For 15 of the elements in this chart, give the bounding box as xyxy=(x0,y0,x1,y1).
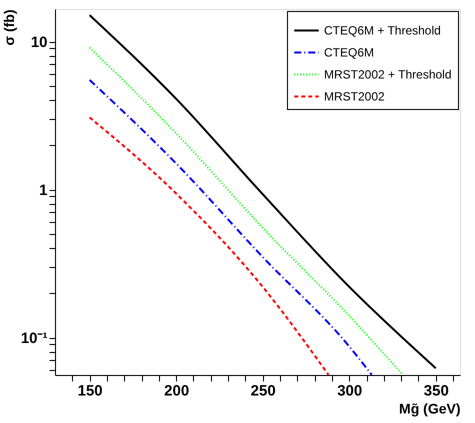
legend-label: CTEQ6M xyxy=(324,46,374,60)
y-tick-label: 1 xyxy=(39,182,48,200)
x-tick-label: 150 xyxy=(78,382,103,400)
x-tick-label: 350 xyxy=(424,382,449,400)
line-series xyxy=(88,116,330,375)
legend-label: CTEQ6M + Threshold xyxy=(324,24,441,38)
legend-label: MRST2002 xyxy=(324,90,386,104)
x-tick-label: 250 xyxy=(250,382,276,400)
x-tick-label: 300 xyxy=(337,382,362,400)
y-axis-title: σ (fb) xyxy=(0,10,17,46)
y-tick-label: 10 xyxy=(30,34,48,52)
y-tick-label: 10⁻¹ xyxy=(20,330,48,348)
x-tick-label: 200 xyxy=(164,382,190,400)
legend-label: MRST2002 + Threshold xyxy=(324,68,452,82)
x-axis-title: Mg̃ (GeV) xyxy=(399,400,460,416)
